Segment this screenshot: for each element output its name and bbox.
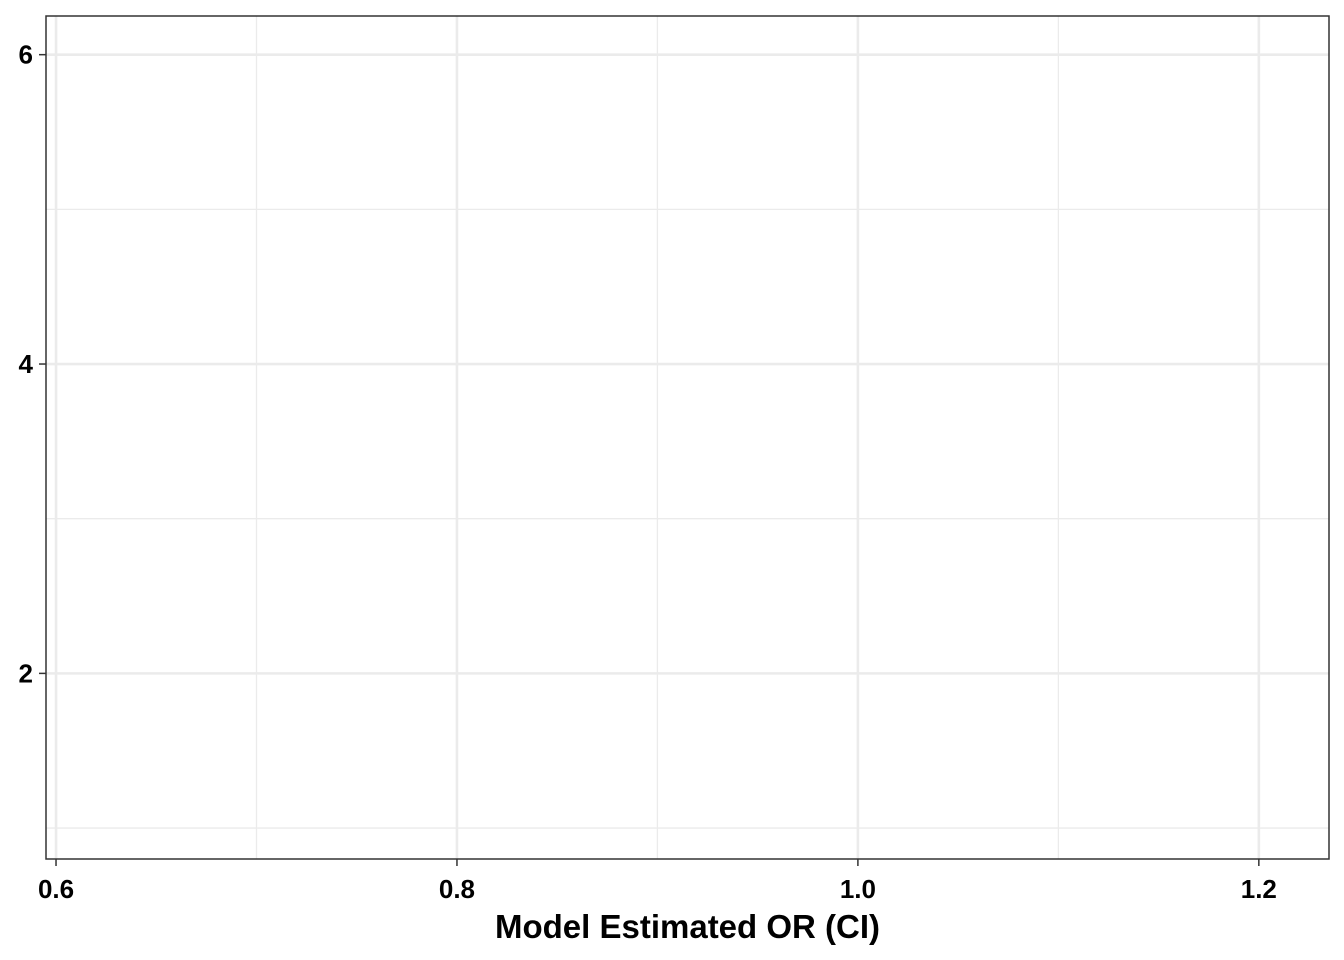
x-axis-title: Model Estimated OR (CI) [495,908,880,945]
x-axis: 0.6 0.8 1.0 1.2 [38,859,1277,904]
y-tick-label: 6 [19,40,33,70]
x-tick-label: 1.2 [1241,874,1277,904]
x-tick-label: 0.8 [439,874,475,904]
y-tick-label: 4 [19,349,34,379]
y-tick-label: 2 [19,658,33,688]
y-axis: 2 4 6 [19,40,46,688]
x-tick-label: 1.0 [840,874,876,904]
grid [46,16,1329,859]
plot-panel [45,15,1330,860]
x-tick-label: 0.6 [38,874,74,904]
